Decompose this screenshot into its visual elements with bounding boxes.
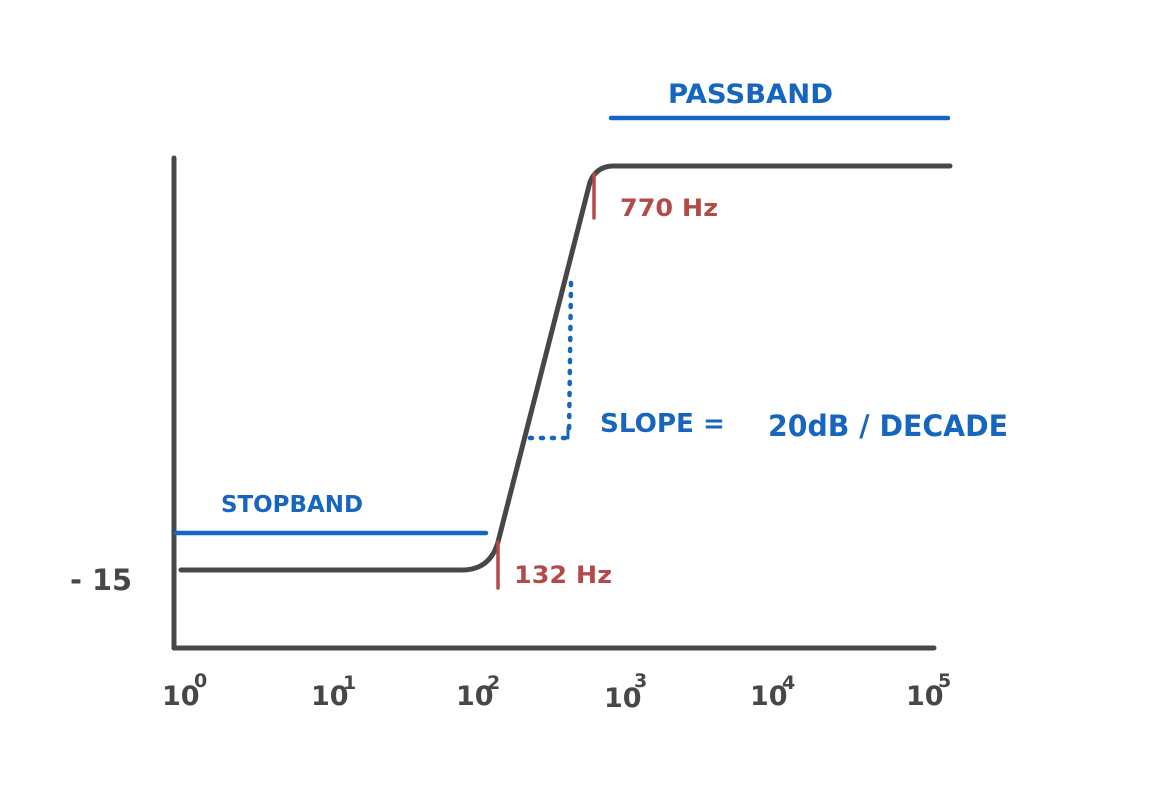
x-tick-1: 10 1: [311, 672, 356, 712]
passband-label: PASSBAND: [668, 79, 833, 110]
slope-value-label: 20dB / DECADE: [768, 409, 1008, 443]
x-tick-1-base: 10: [311, 681, 349, 712]
x-tick-0-base: 10: [162, 681, 200, 712]
x-tick-1-exp: 1: [343, 672, 356, 694]
x-tick-2-base: 10: [456, 681, 494, 712]
upper-cutoff-label: 770 Hz: [620, 194, 718, 222]
x-tick-3-base: 10: [604, 683, 642, 714]
x-tick-4: 10 4: [750, 672, 795, 712]
x-tick-5: 10 5: [906, 670, 951, 712]
x-tick-2-exp: 2: [487, 672, 500, 694]
x-tick-0: 10 0: [162, 670, 207, 712]
slope-rise-dots: [566, 280, 574, 439]
x-tick-3-exp: 3: [634, 670, 647, 692]
x-tick-4-exp: 4: [782, 672, 795, 694]
slope-label: SLOPE =: [600, 409, 725, 439]
stopband-label: STOPBAND: [221, 492, 363, 518]
x-tick-3: 10 3: [604, 670, 647, 714]
x-tick-5-exp: 5: [938, 670, 951, 692]
response-curve: [178, 163, 953, 573]
lower-cutoff-label: 132 Hz: [514, 561, 612, 589]
y-level-label: - 15: [70, 563, 132, 597]
x-tick-5-base: 10: [906, 681, 944, 712]
x-tick-4-base: 10: [750, 681, 788, 712]
x-tick-0-exp: 0: [194, 670, 207, 692]
x-tick-2: 10 2: [456, 672, 500, 712]
